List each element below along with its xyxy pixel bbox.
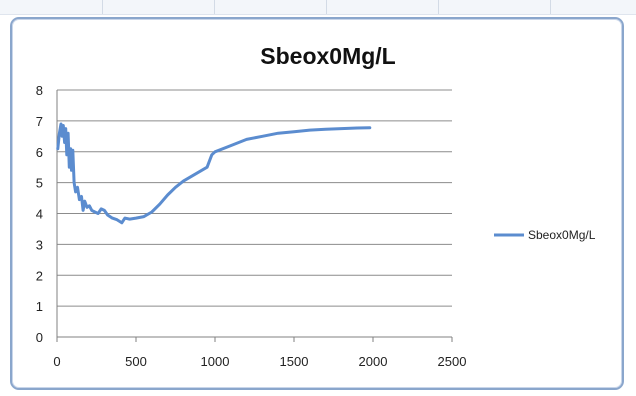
x-tick-labels: 0 500 1000 1500 2000 2500 — [53, 354, 466, 369]
x-tick-label: 0 — [53, 354, 60, 369]
legend-label: Sbeox0Mg/L — [528, 228, 596, 242]
y-tick-label: 2 — [36, 268, 43, 283]
x-tick-label: 500 — [125, 354, 147, 369]
chart-area[interactable] — [10, 17, 624, 390]
y-tick-label: 4 — [36, 207, 43, 222]
column-divider — [214, 0, 215, 14]
column-divider — [550, 0, 551, 14]
y-tick-label: 6 — [36, 145, 43, 160]
chart-title: Sbeox0Mg/L — [260, 43, 395, 69]
x-tick-label: 2500 — [438, 354, 467, 369]
y-tick-label: 8 — [36, 83, 43, 98]
y-tick-label: 3 — [36, 237, 43, 252]
y-tick-labels: 0 1 2 3 4 5 6 7 8 — [36, 83, 43, 345]
spreadsheet-column-strip — [0, 0, 636, 15]
column-divider — [326, 0, 327, 14]
y-tick-label: 7 — [36, 114, 43, 129]
series-line — [56, 122, 372, 225]
x-tick-label: 1500 — [280, 354, 309, 369]
column-divider — [102, 0, 103, 14]
column-divider — [438, 0, 439, 14]
plot-area — [56, 122, 372, 225]
y-tick-label: 1 — [36, 299, 43, 314]
y-tick-label: 5 — [36, 176, 43, 191]
x-tick-label: 1000 — [201, 354, 230, 369]
x-tick-label: 2000 — [359, 354, 388, 369]
axes — [56, 90, 453, 342]
gridlines — [57, 89, 452, 307]
y-tick-label: 0 — [36, 330, 43, 345]
legend: Sbeox0Mg/L — [494, 228, 596, 242]
